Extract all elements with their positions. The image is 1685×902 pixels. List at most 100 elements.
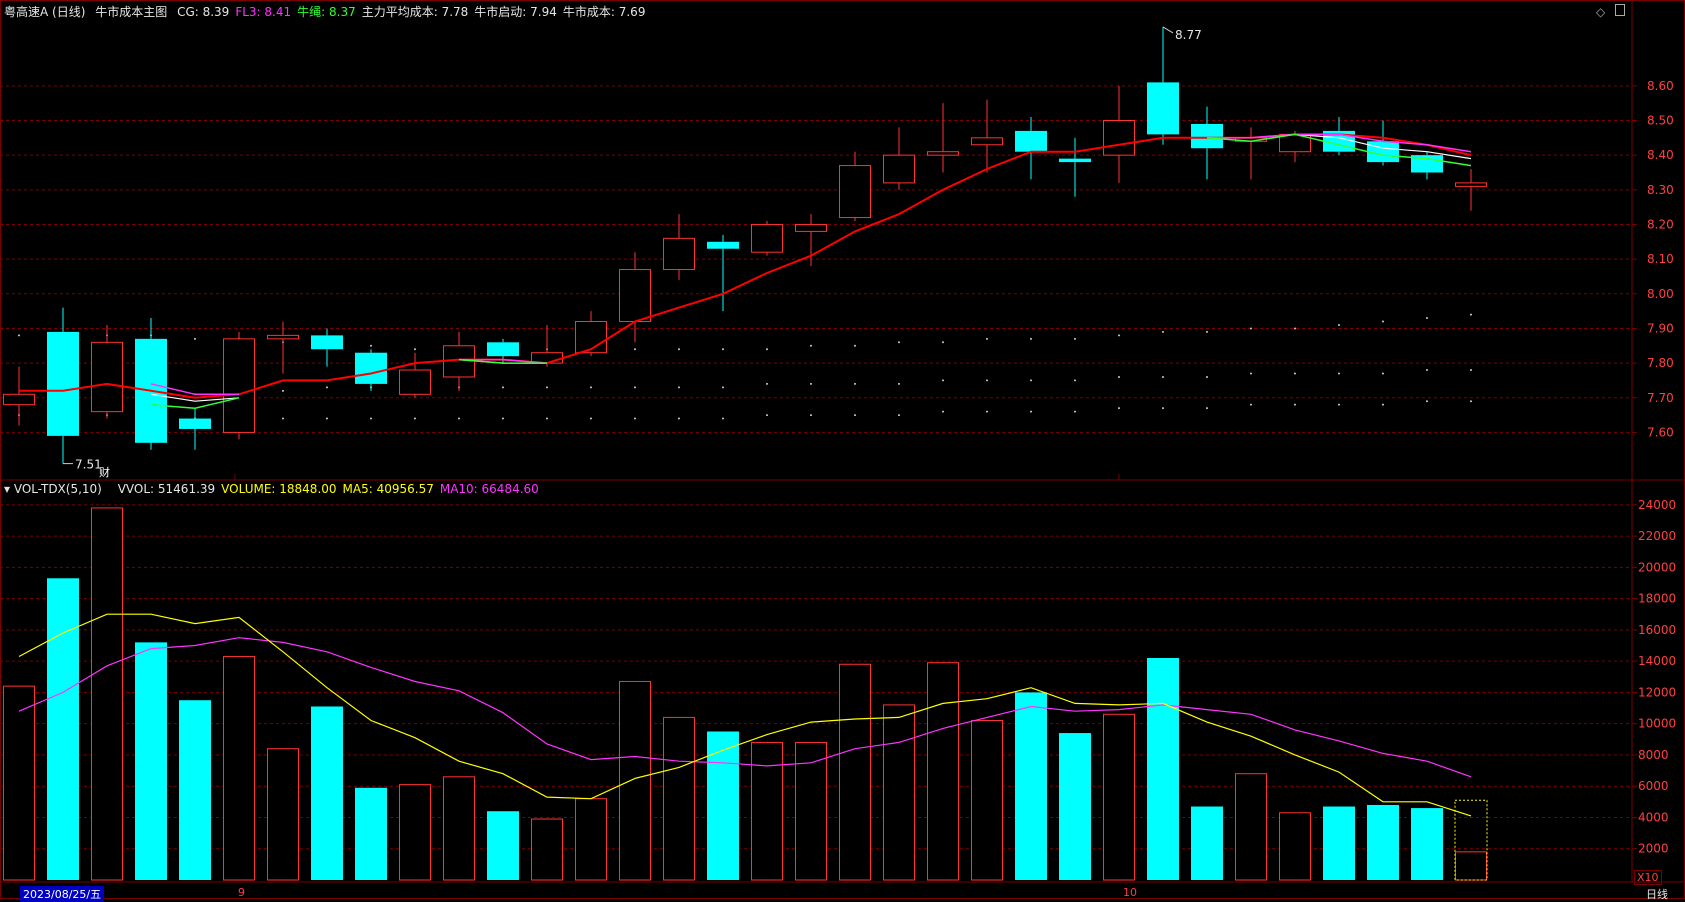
volume-bar [267, 748, 299, 881]
volume-header-item-2: MA5: 40956.57 [342, 482, 434, 496]
band-dot [1206, 330, 1208, 333]
volume-bar [707, 731, 739, 880]
band-dot [502, 386, 504, 389]
candle-body [399, 369, 431, 395]
band-dot [854, 414, 856, 417]
band-dot [1118, 375, 1120, 378]
band-dot [766, 382, 768, 385]
band-dot [1382, 372, 1384, 375]
band-dot [194, 337, 196, 340]
band-dot [326, 386, 328, 389]
band-dot [590, 386, 592, 389]
period-label[interactable]: 日线 [1646, 888, 1668, 901]
price-tick-label: 8.50 [1647, 114, 1674, 128]
band-dot [898, 341, 900, 344]
panel-toggle-icon[interactable] [1615, 4, 1625, 16]
band-dot [722, 348, 724, 351]
fl3-line [150, 383, 239, 396]
volume-bar [3, 685, 35, 881]
candle-body [751, 223, 783, 253]
price-tick-label: 8.10 [1647, 252, 1674, 266]
band-dot [1250, 327, 1252, 330]
rope-line [458, 358, 547, 364]
volume-bar [1147, 658, 1179, 880]
volume-bar [531, 818, 563, 881]
candle-body [795, 223, 827, 232]
volume-bar [883, 704, 915, 881]
band-dot [986, 379, 988, 382]
candle-body [971, 137, 1003, 146]
volume-bar [751, 741, 783, 881]
diamond-icon[interactable]: ◇ [1596, 5, 1606, 19]
volume-bar [663, 716, 695, 881]
header-item-4: 牛市启动: 7.94 [474, 5, 557, 19]
volume-tick-label: 16000 [1638, 623, 1676, 637]
band-dot [1074, 410, 1076, 413]
band-dot [942, 410, 944, 413]
volume-ma10-line [18, 637, 1472, 778]
band-dot [1294, 372, 1296, 375]
volume-indicator-name[interactable]: ▾ VOL-TDX(5,10) [4, 482, 102, 496]
band-dot [766, 414, 768, 417]
band-dot [1250, 403, 1252, 406]
volume-header-item-0: VVOL: 51461.39 [117, 482, 216, 496]
band-dot [546, 417, 548, 420]
band-dot [1206, 375, 1208, 378]
volume-bar [1235, 773, 1267, 881]
band-dot [986, 410, 988, 413]
volume-tick-label: 18000 [1638, 592, 1676, 606]
volume-bar [311, 706, 343, 880]
volume-tick-label: 6000 [1638, 779, 1669, 793]
price-tick-label: 8.30 [1647, 183, 1674, 197]
band-dot [1294, 403, 1296, 406]
band-dot [986, 337, 988, 340]
band-dot [854, 382, 856, 385]
candle-body [1367, 141, 1399, 163]
volume-tick-label: 2000 [1638, 842, 1669, 856]
price-tick-label: 8.40 [1647, 148, 1674, 162]
zoom-x10-button[interactable]: X10 [1634, 870, 1662, 885]
candle-body [47, 331, 79, 436]
volume-bar [619, 680, 651, 881]
volume-bar [443, 776, 475, 881]
band-dot [282, 389, 284, 392]
volume-bar [1103, 713, 1135, 881]
volume-bar [1455, 851, 1487, 881]
month-label-10: 10 [1123, 886, 1137, 899]
candle-body [267, 334, 299, 340]
band-dot [1250, 372, 1252, 375]
price-tick-label: 7.90 [1647, 321, 1674, 335]
band-dot [1162, 407, 1164, 410]
volume-tick-label: 14000 [1638, 654, 1676, 668]
band-dot [810, 382, 812, 385]
fl3-line [1207, 133, 1472, 153]
band-dot [898, 414, 900, 417]
price-tick-label: 8.00 [1647, 287, 1674, 301]
band-dot [1030, 379, 1032, 382]
candle-body [927, 151, 959, 156]
band-dot [1426, 317, 1428, 320]
band-dot [1470, 313, 1472, 316]
band-dot [942, 379, 944, 382]
header-item-2: 牛绳: 8.37 [297, 5, 356, 19]
band-dot [282, 417, 284, 420]
volume-header: ▾ VOL-TDX(5,10) VVOL: 51461.39 VOLUME: 18… [4, 482, 551, 496]
volume-bar [179, 700, 211, 880]
header-item-5: 牛市成本: 7.69 [562, 5, 646, 19]
high-pointer [1162, 26, 1174, 34]
high-label: 8.77 [1175, 28, 1202, 42]
band-dot [414, 348, 416, 351]
header-item-0: CG: 8.39 [177, 5, 230, 19]
band-dot [502, 417, 504, 420]
volume-bar [927, 662, 959, 881]
band-dot [1118, 407, 1120, 410]
price-tick-label: 7.60 [1647, 425, 1674, 439]
band-dot [1338, 323, 1340, 326]
band-dot [634, 348, 636, 351]
volume-tick-label: 10000 [1638, 717, 1676, 731]
cg-line [150, 393, 240, 402]
band-dot [1426, 400, 1428, 403]
volume-indicator-label: VOL-TDX(5,10) [13, 482, 102, 496]
band-dot [1030, 337, 1032, 340]
